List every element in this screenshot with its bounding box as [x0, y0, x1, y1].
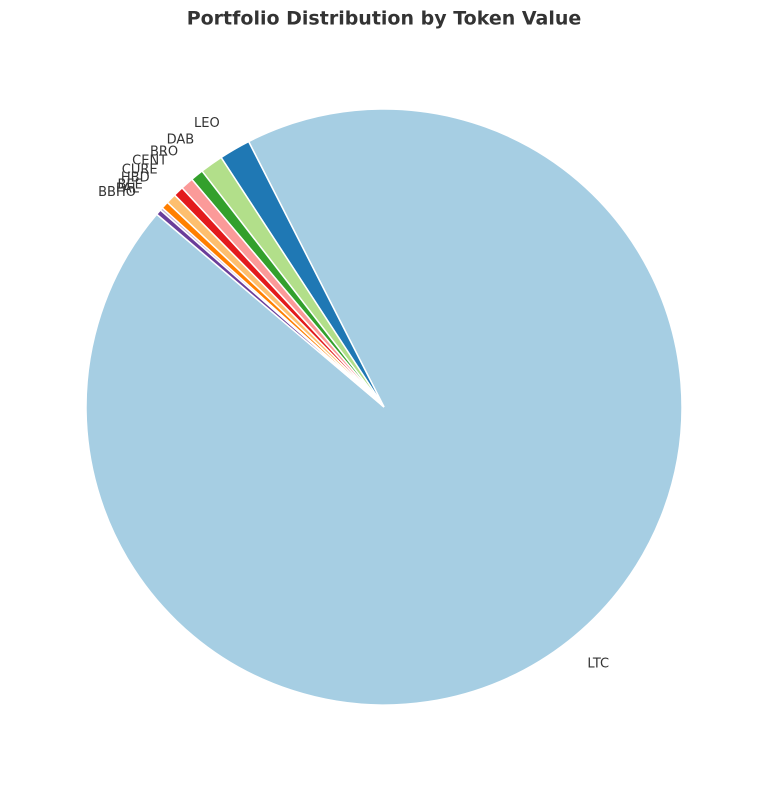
slice-label: LEO	[194, 116, 220, 131]
chart-title: Portfolio Distribution by Token Value	[187, 8, 582, 30]
slice-label: BRO	[150, 144, 178, 159]
slice-label: PAL	[116, 182, 140, 197]
slice-label: DAB	[167, 132, 195, 147]
slice-label: BBHO	[98, 185, 136, 200]
slice-label: CURE	[122, 162, 158, 177]
slice-label: CENT	[132, 154, 167, 169]
slice-label: HBD	[121, 170, 150, 185]
slice-label: LTC	[587, 657, 609, 672]
slice-label: BEE	[118, 177, 143, 192]
pie-slice	[155, 208, 385, 408]
